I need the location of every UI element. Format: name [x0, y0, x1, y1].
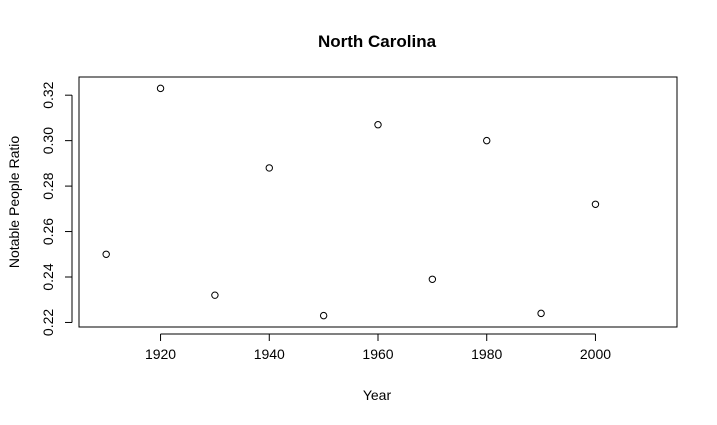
data-point: [211, 291, 219, 299]
x-tick-label: 1960: [362, 346, 393, 362]
x-axis-label: Year: [363, 387, 392, 403]
y-tick-label: 0.30: [40, 127, 56, 154]
data-points: [102, 84, 600, 320]
y-tick-label: 0.22: [40, 309, 56, 336]
x-tick-label: 1980: [471, 346, 502, 362]
data-point: [156, 84, 165, 93]
x-axis: 1920 1940 1960 1980 2000: [145, 333, 611, 362]
y-tick-label: 0.26: [40, 218, 56, 245]
y-axis-label: Notable People Ratio: [6, 136, 22, 269]
chart-title: North Carolina: [318, 32, 437, 51]
data-point: [428, 275, 437, 283]
x-tick-label: 1940: [254, 346, 285, 362]
data-point: [265, 164, 273, 172]
y-tick-label: 0.24: [40, 263, 56, 290]
data-point: [591, 200, 600, 208]
data-point: [483, 136, 491, 145]
data-point: [102, 250, 110, 258]
y-axis: 0.22 0.24 0.26 0.28 0.30 0.32: [40, 81, 73, 336]
x-tick-label: 1920: [145, 346, 176, 362]
data-point: [537, 309, 545, 318]
x-tick-label: 2000: [580, 346, 611, 362]
plot-area-box: [78, 76, 678, 328]
data-point: [374, 121, 382, 129]
y-tick-label: 0.32: [40, 81, 56, 108]
data-point: [319, 311, 328, 320]
y-tick-label: 0.28: [40, 172, 56, 199]
